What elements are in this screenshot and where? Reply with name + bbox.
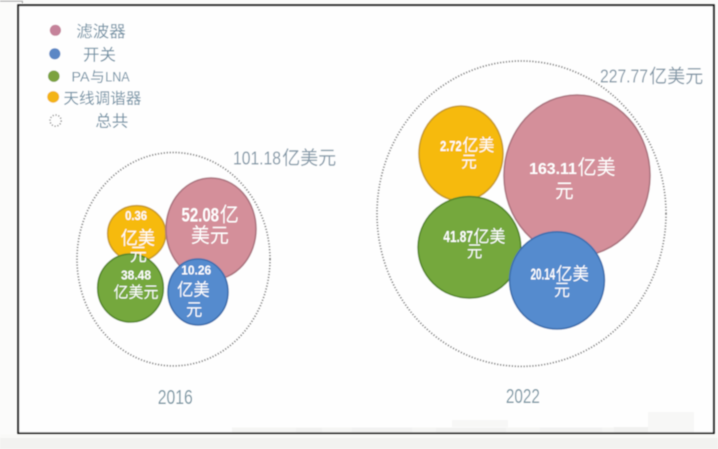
svg-text:52.08: 52.08 xyxy=(182,206,220,227)
svg-text:101.18: 101.18 xyxy=(233,148,281,168)
svg-text:2.72: 2.72 xyxy=(440,139,462,155)
svg-text:PA: PA xyxy=(72,69,91,84)
svg-text:0.36: 0.36 xyxy=(125,208,147,223)
svg-text:20.14: 20.14 xyxy=(531,267,556,284)
svg-text:38.48: 38.48 xyxy=(121,267,151,282)
svg-text:163.11: 163.11 xyxy=(529,161,577,178)
svg-text:2016: 2016 xyxy=(158,386,193,409)
svg-text:227.77: 227.77 xyxy=(600,67,648,87)
svg-text:2022: 2022 xyxy=(506,385,540,408)
svg-text:LNA: LNA xyxy=(105,69,130,84)
svg-text:41.87: 41.87 xyxy=(443,229,473,246)
svg-text:10.26: 10.26 xyxy=(181,263,211,278)
